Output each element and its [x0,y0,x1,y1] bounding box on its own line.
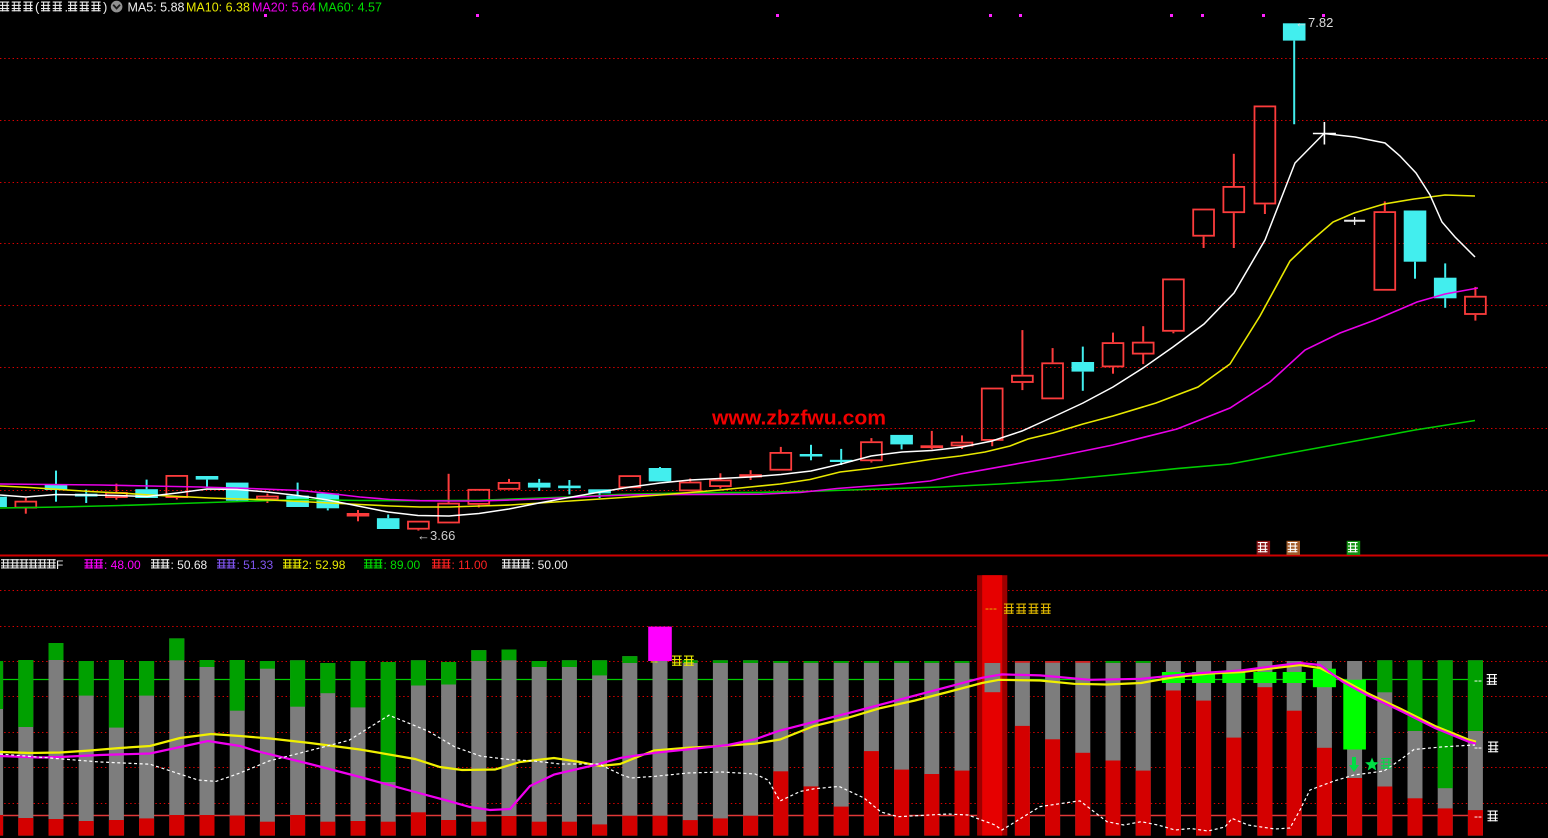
svg-text:: 89.00: : 89.00 [384,558,421,572]
svg-text:2: 52.98: 2: 52.98 [302,558,346,572]
svg-text:---: --- [985,601,997,615]
svg-text:: 50.00: : 50.00 [531,558,568,572]
svg-text:MA5: 5.88: MA5: 5.88 [128,1,185,15]
svg-text:--: -- [1474,740,1482,754]
svg-text:: 48.00: : 48.00 [104,558,141,572]
svg-text:MA20: 5.64: MA20: 5.64 [252,1,316,15]
svg-text:F: F [56,558,63,572]
svg-text:.: . [65,0,69,15]
svg-text:(: ( [35,0,40,15]
svg-text:: 51.33: : 51.33 [237,558,274,572]
svg-text:←3.66: ←3.66 [417,528,455,543]
svg-text:: 50.68: : 50.68 [171,558,208,572]
svg-text:MA10: 6.38: MA10: 6.38 [186,1,250,15]
svg-text:--: -- [650,654,658,668]
svg-text:←7.82: ←7.82 [1295,15,1333,30]
svg-text:: 11.00: : 11.00 [452,558,488,572]
svg-text:www.zbzfwu.com: www.zbzfwu.com [711,408,886,430]
svg-text:MA60: 4.57: MA60: 4.57 [318,1,382,15]
svg-text:--: -- [1474,673,1482,687]
svg-text:--: -- [1474,809,1482,823]
svg-text:): ) [103,0,107,15]
